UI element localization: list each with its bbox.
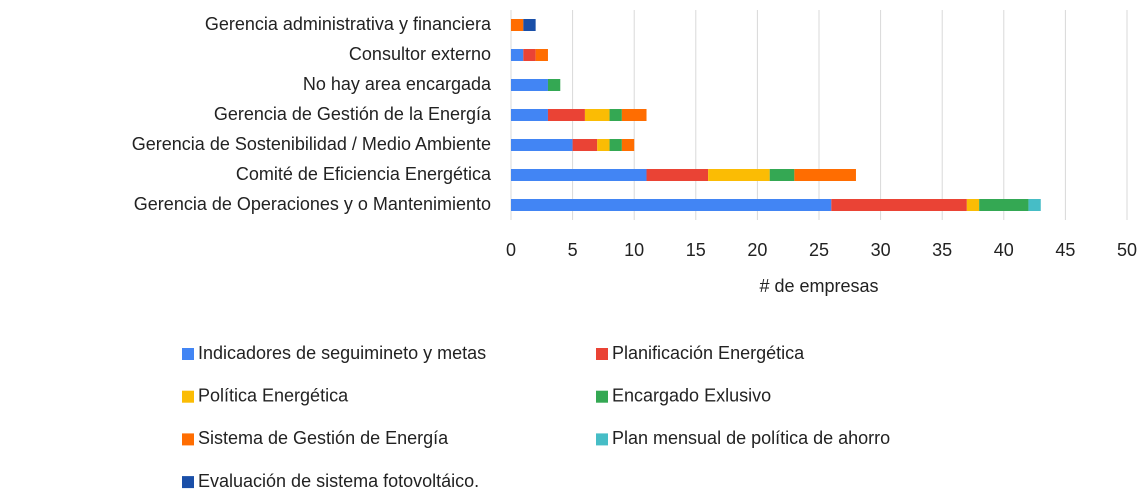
bar-segment: [572, 139, 598, 151]
x-tick-label: 5: [568, 240, 578, 260]
legend-label: Indicadores de seguimineto y metas: [198, 343, 486, 363]
bar-segment: [547, 79, 561, 91]
bar-segment: [609, 139, 622, 151]
x-tick-label: 45: [1055, 240, 1075, 260]
bar-segment: [511, 109, 548, 121]
legend-label: Planificación Energética: [612, 343, 805, 363]
x-tick-label: 25: [809, 240, 829, 260]
bar-segment: [511, 79, 548, 91]
bar-segment: [523, 49, 536, 61]
y-tick-label: Gerencia de Gestión de la Energía: [214, 104, 492, 124]
bar-segment: [621, 109, 647, 121]
bar-segment: [535, 49, 548, 61]
legend-label: Encargado Exlusivo: [612, 385, 771, 405]
legend-swatch: [182, 476, 194, 489]
bar-segment: [511, 199, 832, 211]
bar-segment: [584, 109, 610, 121]
bar-segment: [769, 169, 795, 181]
legend-swatch: [182, 390, 194, 403]
legend-label: Plan mensual de política de ahorro: [612, 428, 890, 448]
y-tick-label: Gerencia administrativa y financiera: [205, 14, 492, 34]
bar-segment: [1028, 199, 1041, 211]
y-tick-label: Consultor externo: [349, 44, 491, 64]
bar-segment: [708, 169, 770, 181]
x-tick-label: 40: [994, 240, 1014, 260]
bar-segment: [523, 19, 536, 31]
x-tick-label: 0: [506, 240, 516, 260]
bar-segment: [597, 139, 610, 151]
x-tick-label: 35: [932, 240, 952, 260]
x-tick-label: 30: [871, 240, 891, 260]
y-tick-label: Comité de Eficiencia Energética: [236, 164, 492, 184]
y-tick-label: No hay area encargada: [303, 74, 492, 94]
legend-swatch: [596, 433, 608, 446]
x-tick-label: 20: [747, 240, 767, 260]
bar-segment: [547, 109, 585, 121]
bar-segment: [511, 139, 573, 151]
bar-segment: [511, 169, 647, 181]
x-tick-label: 10: [624, 240, 644, 260]
bar-segment: [794, 169, 856, 181]
legend-swatch: [596, 390, 608, 403]
bar-segment: [511, 19, 524, 31]
bar-segment: [831, 199, 967, 211]
bar-segment: [609, 109, 622, 121]
legend-label: Política Energética: [198, 385, 349, 405]
legend-swatch: [182, 433, 194, 446]
bar-segment: [511, 49, 524, 61]
x-tick-label: 50: [1117, 240, 1137, 260]
x-axis-label: # de empresas: [759, 276, 878, 296]
y-tick-label: Gerencia de Sostenibilidad / Medio Ambie…: [132, 134, 491, 154]
bar-segment: [621, 139, 635, 151]
bar-segment: [979, 199, 1029, 211]
legend-label: Evaluación de sistema fotovoltáico.: [198, 471, 479, 491]
x-tick-label: 15: [686, 240, 706, 260]
bar-segment: [966, 199, 980, 211]
legend-label: Sistema de Gestión de Energía: [198, 428, 449, 448]
legend-swatch: [182, 348, 194, 360]
y-tick-label: Gerencia de Operaciones y o Mantenimient…: [134, 194, 491, 214]
legend-swatch: [596, 348, 608, 360]
bar-segment: [646, 169, 709, 181]
